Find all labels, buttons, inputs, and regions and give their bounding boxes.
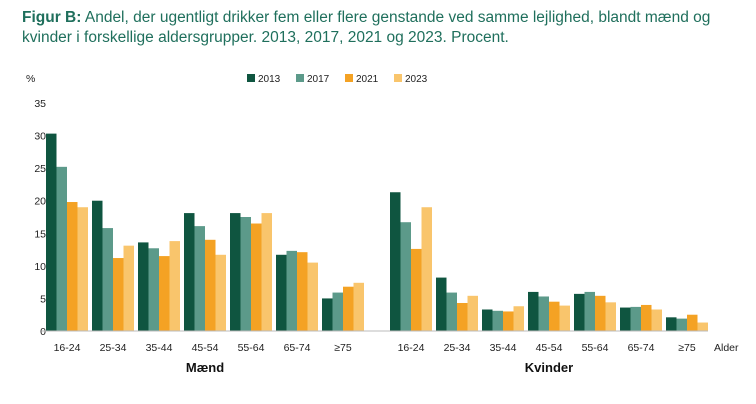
y-tick-label: 35 [34, 98, 46, 110]
legend-label: 2021 [356, 74, 379, 85]
bar [503, 311, 514, 331]
bar [307, 262, 318, 331]
bar [353, 282, 364, 331]
bar [687, 314, 698, 331]
legend-swatch [394, 74, 402, 82]
x-tick-label: 35-44 [490, 342, 517, 354]
y-tick-label: 25 [34, 163, 46, 175]
x-axis: 16-24 25-34 35-44 45-54 55-64 65-74 ≥75 Mænd 16-… [42, 330, 708, 375]
y-tick-label: 10 [34, 261, 46, 273]
bar [322, 298, 333, 331]
bar [528, 291, 539, 331]
bar [651, 309, 662, 331]
x-tick-label: 35-44 [146, 342, 173, 354]
bar [676, 318, 687, 331]
bar [148, 248, 159, 331]
bar [276, 254, 287, 331]
bar [620, 307, 631, 331]
legend-label: 2017 [307, 74, 330, 85]
bar [159, 256, 170, 331]
bar [538, 296, 549, 331]
y-tick-label: 5 [40, 293, 46, 305]
legend-label: 2013 [258, 74, 281, 85]
bar [605, 302, 616, 331]
figure-label: Figur B: [22, 9, 82, 26]
bar [205, 239, 216, 331]
group-label: Kvinder [525, 360, 573, 375]
bar [390, 192, 401, 331]
bar [113, 258, 124, 331]
bar [446, 292, 457, 331]
bar [123, 245, 134, 331]
y-tick-label: 0 [40, 326, 46, 338]
bar [457, 302, 468, 331]
bars [46, 133, 708, 331]
bar [332, 292, 343, 331]
bar [102, 228, 113, 331]
bar [559, 305, 570, 331]
bar [138, 242, 149, 331]
bar [261, 213, 272, 331]
x-tick-label: 16-24 [398, 342, 425, 354]
bar [286, 250, 297, 331]
x-tick-label: 65-74 [628, 342, 655, 354]
bar [77, 207, 88, 331]
y-tick-label: 20 [34, 196, 46, 208]
x-tick-label: 45-54 [192, 342, 219, 354]
bar [641, 304, 652, 331]
bar [194, 226, 205, 331]
x-tick-label: 45-54 [536, 342, 563, 354]
bar [411, 248, 422, 331]
bar [584, 291, 595, 331]
x-tick-label: 55-64 [238, 342, 265, 354]
bar [697, 322, 708, 331]
bar [549, 301, 560, 331]
bar [467, 295, 478, 331]
x-tick-label: 25-34 [444, 342, 471, 354]
x-tick-label: ≥75 [334, 342, 352, 354]
y-tick-label: 30 [34, 131, 46, 143]
bar [595, 295, 606, 331]
bar [46, 133, 57, 331]
x-tick-label: 55-64 [582, 342, 609, 354]
bar [184, 213, 195, 331]
legend-swatch [247, 74, 255, 82]
bar [230, 213, 241, 331]
bar [436, 277, 447, 331]
bar [492, 310, 503, 331]
bar [251, 223, 262, 331]
x-tick-label: 25-34 [100, 342, 127, 354]
x-tick-label: 65-74 [284, 342, 311, 354]
group-label: Mænd [186, 360, 224, 375]
x-axis-label: Alder [714, 342, 739, 354]
bar [574, 293, 585, 331]
bar [343, 286, 354, 331]
bar [169, 241, 180, 331]
y-tick-label: 15 [34, 228, 46, 240]
x-tick-label: ≥75 [678, 342, 696, 354]
bar [240, 217, 251, 331]
bar [482, 309, 493, 331]
bar [215, 254, 226, 331]
bar [67, 202, 78, 331]
bar [400, 222, 411, 331]
bar [92, 200, 103, 331]
x-tick-label: 16-24 [54, 342, 81, 354]
bar [666, 317, 677, 331]
y-axis-unit-label: % [26, 73, 35, 85]
figure-title: Figur B: Andel, der ugentligt drikker fe… [22, 8, 742, 48]
legend-swatch [345, 74, 353, 82]
figure-title-text: Andel, der ugentligt drikker fem eller f… [22, 9, 711, 46]
bar [513, 306, 524, 331]
bar [297, 252, 308, 331]
y-axis: 0 5 10 15 20 25 30 35 [34, 98, 46, 338]
bar [56, 166, 67, 331]
legend-label: 2023 [405, 74, 428, 85]
bar [421, 207, 432, 331]
bar [630, 306, 641, 331]
legend: 2013 2017 2021 2023 [247, 74, 428, 85]
legend-swatch [296, 74, 304, 82]
